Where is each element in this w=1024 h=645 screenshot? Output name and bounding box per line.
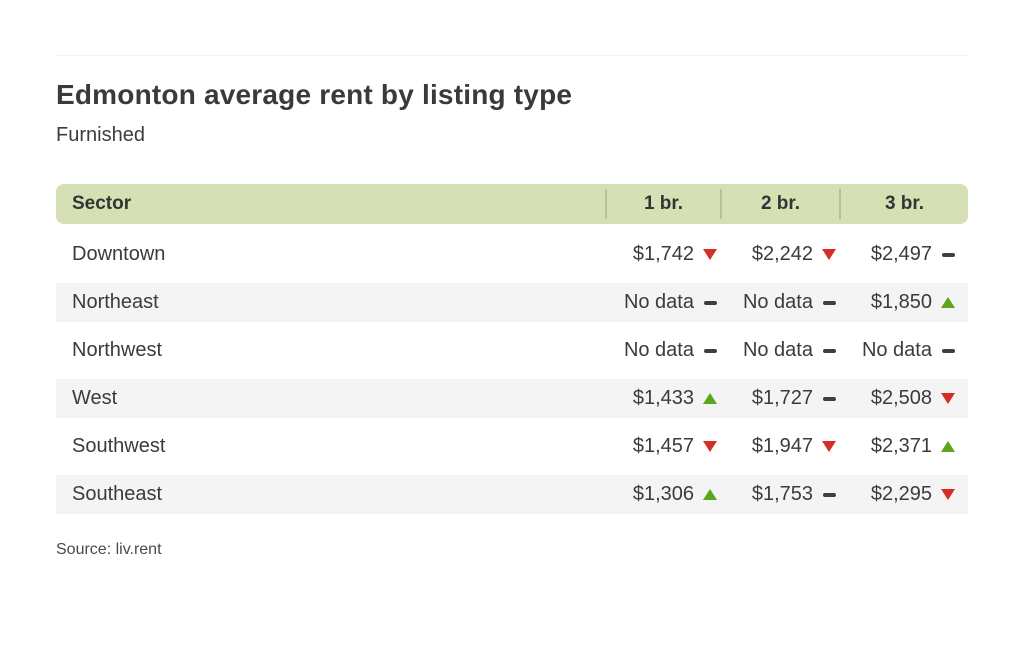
page-subtitle: Furnished (56, 124, 145, 146)
rent-value: $1,457 (632, 435, 694, 457)
trend-down-icon (703, 249, 717, 260)
rent-value: $1,727 (751, 387, 813, 409)
trend-up-icon (941, 297, 955, 308)
value-1br: $1,433 (605, 387, 720, 410)
rent-value: No data (742, 339, 813, 361)
table-row: Downtown $1,742 $2,242 $2,497 (56, 235, 968, 274)
rent-value: No data (742, 291, 813, 313)
trend-indicator (822, 300, 836, 305)
value-3br: $1,850 (839, 291, 968, 314)
trend-indicator (941, 297, 955, 308)
trend-down-icon (941, 489, 955, 500)
sector-label: Northeast (72, 291, 159, 313)
sector-label: West (72, 387, 118, 409)
trend-flat-icon (703, 300, 717, 305)
sector-label: Southwest (72, 435, 166, 457)
trend-down-icon (822, 441, 836, 452)
value-2br: $1,947 (720, 435, 839, 458)
value-1br: $1,457 (605, 435, 720, 458)
trend-indicator (703, 300, 717, 305)
page-title: Edmonton average rent by listing type (56, 79, 573, 110)
rent-value: $1,850 (870, 291, 932, 313)
rent-value: $2,242 (751, 243, 813, 265)
value-1br: $1,306 (605, 483, 720, 506)
value-2br: $1,753 (720, 483, 839, 506)
trend-indicator (822, 348, 836, 353)
column-header-1br: 1 br. (643, 193, 684, 214)
trend-up-icon (941, 441, 955, 452)
rent-value: No data (623, 291, 694, 313)
trend-indicator (822, 492, 836, 497)
header-separator (839, 189, 841, 219)
rent-value: $2,497 (870, 243, 932, 265)
value-3br: $2,508 (839, 387, 968, 410)
trend-indicator (822, 441, 836, 452)
rent-value: $2,371 (870, 435, 932, 457)
value-3br: $2,497 (839, 243, 968, 266)
value-2br: $2,242 (720, 243, 839, 266)
trend-down-icon (822, 249, 836, 260)
trend-up-icon (703, 393, 717, 404)
rent-value: $1,742 (632, 243, 694, 265)
rent-value: $2,508 (870, 387, 932, 409)
rent-value: No data (623, 339, 694, 361)
rent-value: $2,295 (870, 483, 932, 505)
trend-indicator (703, 393, 717, 404)
table-body: Downtown $1,742 $2,242 $2,497 Northeast … (56, 235, 968, 514)
value-3br: $2,295 (839, 483, 968, 506)
trend-indicator (941, 252, 955, 257)
trend-indicator (703, 489, 717, 500)
value-3br: $2,371 (839, 435, 968, 458)
trend-indicator (703, 348, 717, 353)
trend-flat-icon (822, 300, 836, 305)
rent-table: Sector 1 br. 2 br. 3 br. Downtown $1,742… (56, 184, 968, 514)
rent-value: $1,306 (632, 483, 694, 505)
value-1br: $1,742 (605, 243, 720, 266)
table-row: Southeast $1,306 $1,753 $2,295 (56, 475, 968, 514)
sector-label: Northwest (72, 339, 163, 361)
trend-down-icon (703, 441, 717, 452)
source-note: Source: liv.rent (56, 541, 162, 558)
value-1br: No data (605, 291, 720, 314)
value-3br: No data (839, 339, 968, 362)
trend-flat-icon (822, 348, 836, 353)
trend-flat-icon (703, 348, 717, 353)
value-2br: No data (720, 291, 839, 314)
header-separator (720, 189, 722, 219)
trend-indicator (822, 249, 836, 260)
sector-label: Southeast (72, 483, 163, 505)
trend-down-icon (941, 393, 955, 404)
column-header-sector: Sector (72, 193, 132, 214)
rent-value: $1,753 (751, 483, 813, 505)
trend-indicator (822, 396, 836, 401)
value-1br: No data (605, 339, 720, 362)
trend-indicator (703, 441, 717, 452)
trend-indicator (941, 393, 955, 404)
table-row: Southwest $1,457 $1,947 $2,371 (56, 427, 968, 466)
value-2br: No data (720, 339, 839, 362)
sector-label: Downtown (72, 243, 166, 265)
rent-value: $1,947 (751, 435, 813, 457)
trend-up-icon (703, 489, 717, 500)
rent-value: No data (861, 339, 932, 361)
trend-flat-icon (822, 492, 836, 497)
top-divider (56, 55, 968, 56)
table-header-row: Sector 1 br. 2 br. 3 br. (56, 184, 968, 224)
trend-flat-icon (941, 348, 955, 353)
table-row: Northeast No data No data $1,850 (56, 283, 968, 322)
column-header-3br: 3 br. (884, 193, 925, 214)
trend-indicator (941, 489, 955, 500)
table-row: Northwest No data No data No data (56, 331, 968, 370)
trend-indicator (703, 249, 717, 260)
trend-flat-icon (941, 252, 955, 257)
rent-report-infographic: Edmonton average rent by listing type Fu… (0, 55, 1024, 559)
trend-indicator (941, 441, 955, 452)
header-separator (605, 189, 607, 219)
table-row: West $1,433 $1,727 $2,508 (56, 379, 968, 418)
trend-flat-icon (822, 396, 836, 401)
trend-indicator (941, 348, 955, 353)
column-header-2br: 2 br. (760, 193, 801, 214)
value-2br: $1,727 (720, 387, 839, 410)
rent-value: $1,433 (632, 387, 694, 409)
